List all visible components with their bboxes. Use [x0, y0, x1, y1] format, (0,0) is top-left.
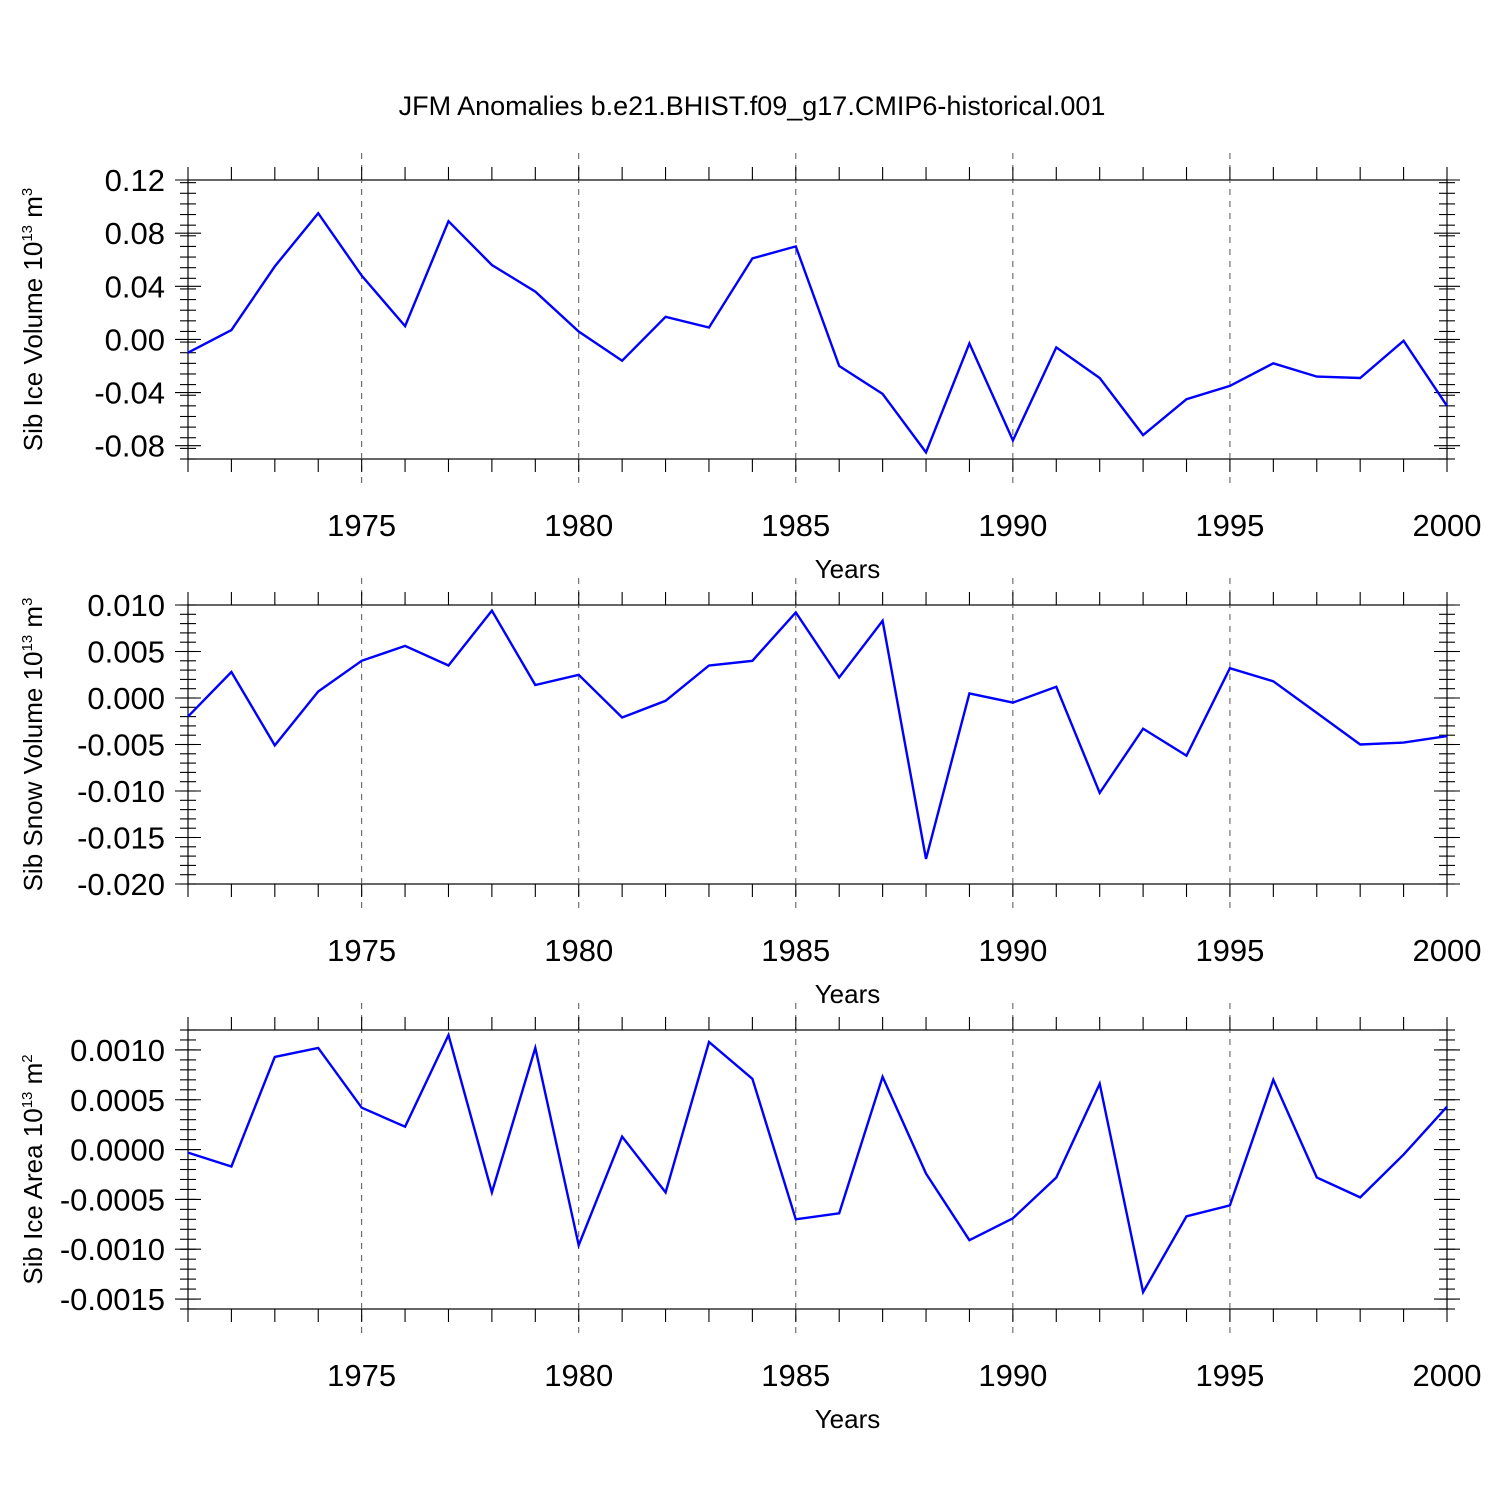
x-axis-label: Years [815, 1404, 881, 1434]
y-tick-label: 0.010 [87, 588, 165, 623]
y-axis-label-main: Sib Ice Area 10 [18, 1108, 48, 1284]
y-tick-label: -0.005 [77, 728, 165, 763]
x-tick-label: 1990 [978, 933, 1047, 968]
y-tick-label: -0.04 [94, 376, 165, 411]
chart-panels: -0.08 -0.04 0.00 0.04 0.08 0.12 1975 1980 1985 19… [18, 153, 1481, 1434]
y-tick-label: -0.0010 [60, 1232, 165, 1267]
y-tick-label: 0.005 [87, 635, 165, 670]
y-tick-label: -0.020 [77, 867, 165, 902]
y-axis-label-unit-exponent: 3 [19, 598, 36, 606]
y-axis-label-unit: m [18, 196, 48, 225]
y-axis-label: Sib Ice Volume 1013 m3 [18, 188, 48, 452]
panel-1: -0.08 -0.04 0.00 0.04 0.08 0.12 1975 1980 1985 19… [18, 153, 1481, 584]
x-tick-label: 1980 [544, 933, 613, 968]
panel-2: -0.020 -0.015 -0.010 -0.005 0.000 0.005 0.010 1… [18, 578, 1481, 1009]
series-line [187, 211, 1448, 455]
plot-frame [187, 1029, 1448, 1310]
x-tick-label: 1990 [978, 1358, 1047, 1393]
x-tick-label: 1980 [544, 1358, 613, 1393]
y-tick-label: -0.08 [94, 429, 165, 464]
y-tick-label: 0.0010 [70, 1033, 165, 1068]
x-tick-label: 1975 [327, 933, 396, 968]
y-axis-label-unit: m [18, 606, 48, 635]
y-axis-label-exponent: 13 [19, 225, 36, 242]
x-axis-label: Years [815, 554, 881, 584]
y-tick-label: 0.08 [105, 216, 165, 251]
y-axis-label-main: Sib Ice Volume 10 [18, 242, 48, 452]
x-tick-label: 1985 [761, 1358, 830, 1393]
y-tick-label: -0.015 [77, 821, 165, 856]
x-axis-label: Years [815, 979, 881, 1009]
y-axis-label-exponent: 13 [19, 1092, 36, 1109]
x-tick-label: 1995 [1195, 933, 1264, 968]
y-tick-label: 0.0005 [70, 1083, 165, 1118]
y-tick-label: 0.00 [105, 322, 165, 357]
x-tick-label: 1975 [327, 508, 396, 543]
y-tick-label: -0.010 [77, 774, 165, 809]
panel-3: -0.0015 -0.0010 -0.0005 0.0000 0.0005 0.0010 1… [18, 1003, 1481, 1434]
x-tick-label: 2000 [1413, 1358, 1482, 1393]
chart-title: JFM Anomalies b.e21.BHIST.f09_g17.CMIP6-… [399, 91, 1106, 121]
y-tick-label: 0.000 [87, 681, 165, 716]
x-tick-label: 1980 [544, 508, 613, 543]
y-axis-label-main: Sib Snow Volume 10 [18, 651, 48, 891]
plot-frame [187, 179, 1448, 460]
y-axis-label: Sib Ice Area 1013 m2 [18, 1054, 48, 1284]
series-line [187, 608, 1448, 860]
x-tick-label: 1975 [327, 1358, 396, 1393]
x-tick-label: 1995 [1195, 508, 1264, 543]
y-axis-label-exponent: 13 [19, 635, 36, 652]
y-axis-label-unit: m [18, 1063, 48, 1092]
y-axis-label-unit-exponent: 3 [19, 188, 36, 196]
y-tick-label: -0.0015 [60, 1282, 165, 1317]
x-tick-label: 1985 [761, 933, 830, 968]
y-axis-label-unit-exponent: 2 [19, 1054, 36, 1062]
y-tick-label: 0.0000 [70, 1133, 165, 1168]
x-tick-label: 1990 [978, 508, 1047, 543]
y-tick-label: -0.0005 [60, 1182, 165, 1217]
y-tick-label: 0.04 [105, 269, 165, 304]
x-tick-label: 2000 [1413, 508, 1482, 543]
y-tick-label: 0.12 [105, 163, 165, 198]
x-tick-label: 1995 [1195, 1358, 1264, 1393]
y-axis-label: Sib Snow Volume 1013 m3 [18, 598, 48, 892]
x-tick-label: 1985 [761, 508, 830, 543]
series-line [187, 1031, 1448, 1296]
x-tick-label: 2000 [1413, 933, 1482, 968]
